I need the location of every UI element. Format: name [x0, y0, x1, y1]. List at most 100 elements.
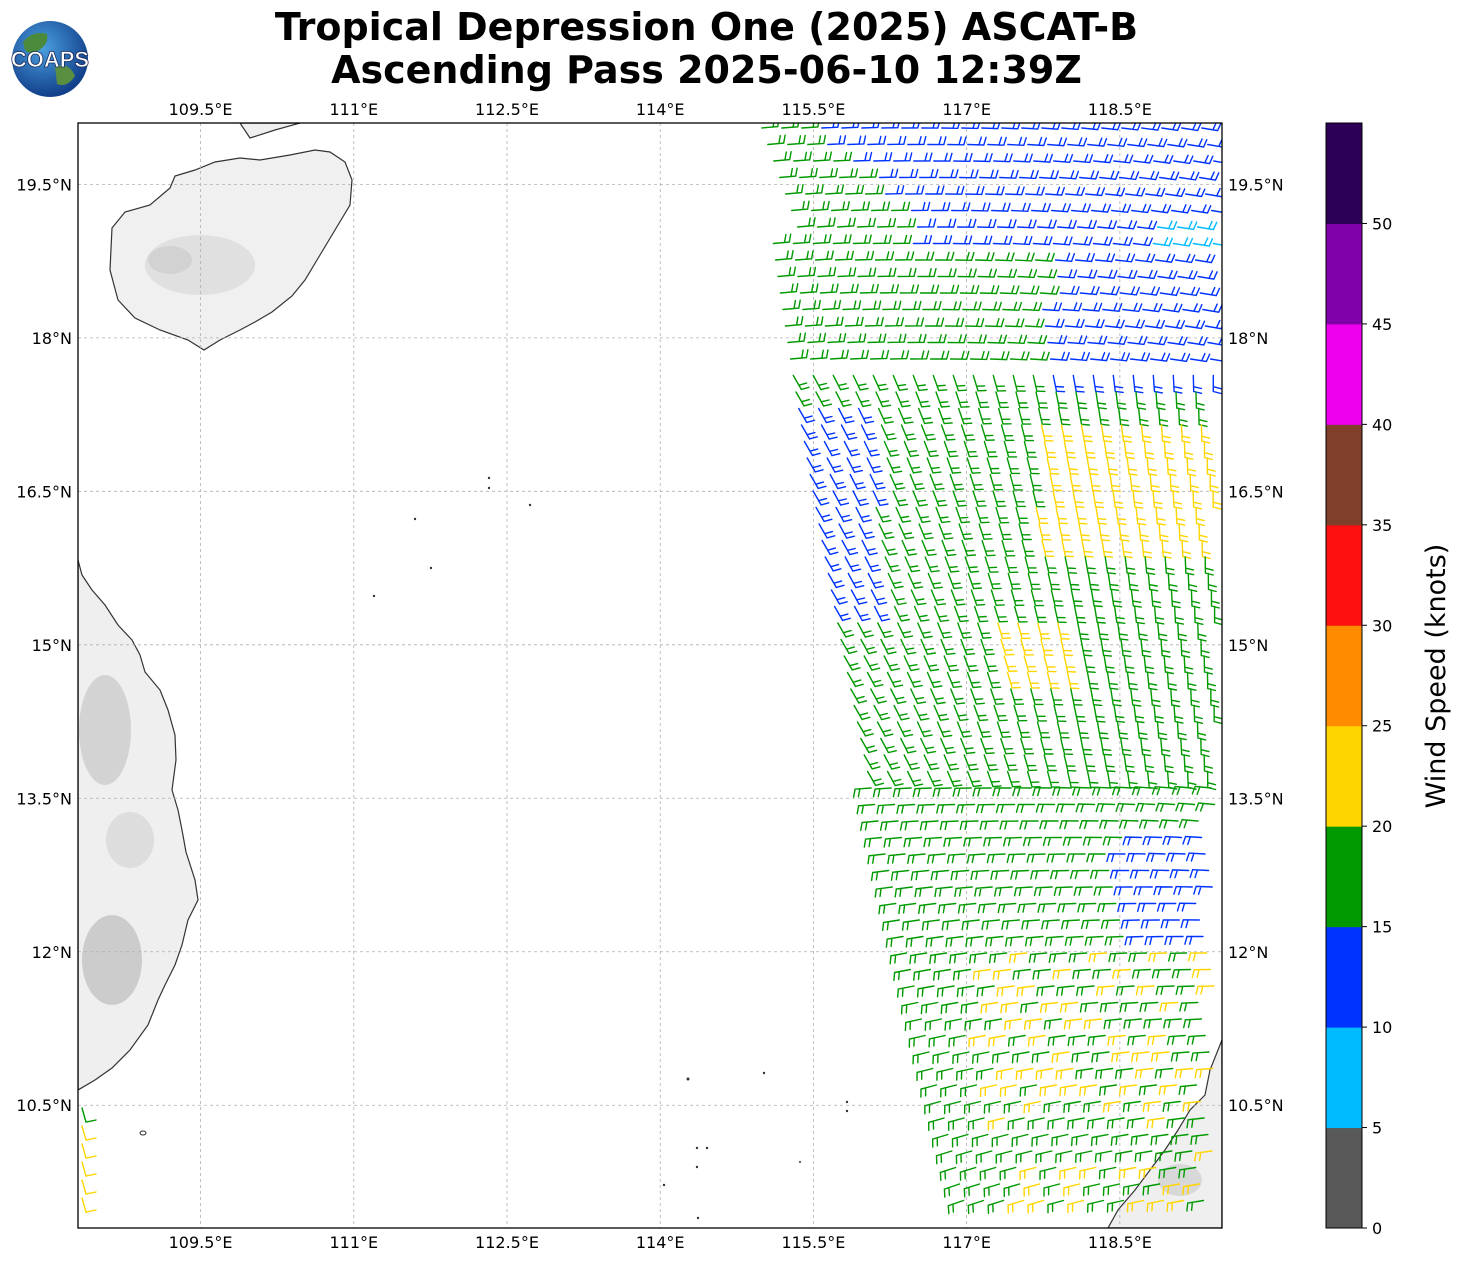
wind-barb-1080: [1007, 1034, 1026, 1047]
lon-label-bottom-0: 109.5°E: [169, 1233, 233, 1252]
wind-barb-23: [767, 134, 786, 146]
wind-barb-808: [1183, 754, 1194, 774]
wind-barb-1137: [983, 1100, 1001, 1114]
wind-barb-1218: [987, 1199, 1005, 1214]
wind-barb-305: [1107, 335, 1128, 345]
wind-barb-431: [1063, 440, 1077, 459]
colorbar-tick-label-5: 25: [1372, 717, 1392, 736]
wind-barb-1077: [948, 1034, 966, 1048]
wind-barb-15: [1061, 123, 1081, 131]
wind-barb-789: [1160, 737, 1171, 757]
wind-barb-190: [994, 252, 1015, 262]
wind-barb-114: [811, 200, 830, 212]
wind-barb-973: [1041, 919, 1060, 930]
wind-barb-1177: [955, 1150, 973, 1165]
wind-barb-530: [978, 523, 993, 540]
wind-barb-1016: [952, 968, 971, 981]
wind-barb-1224: [1106, 1199, 1125, 1213]
wind-barb-673: [1080, 638, 1093, 657]
wind-barb-57: [993, 153, 1013, 163]
wind-barb-762: [976, 721, 992, 738]
wind-barb-1180: [1015, 1150, 1033, 1164]
wind-barb-1060: [904, 1018, 923, 1032]
wind-barb-724: [970, 688, 985, 705]
wind-barb-836: [1012, 787, 1032, 797]
wind-barb-962: [1137, 902, 1157, 912]
wind-barb-418: [803, 440, 821, 457]
wind-barb-298: [967, 334, 987, 344]
wind-barb-657: [1137, 622, 1149, 641]
wind-barb-98: [925, 185, 945, 195]
wind-barb-493: [1052, 490, 1066, 508]
wind-barb-1070: [1103, 1018, 1123, 1030]
wind-barb-1075: [908, 1034, 926, 1048]
wind-barb-529: [958, 523, 974, 540]
wind-barb-582: [827, 572, 845, 589]
colorbar-tick-label-4: 20: [1372, 817, 1392, 836]
wind-barb-603: [850, 589, 868, 605]
wind-barb-996: [1184, 935, 1204, 945]
wind-barb-536: [1098, 523, 1111, 542]
wind-barb-452: [1066, 457, 1079, 475]
wind-barb-194: [1074, 252, 1095, 263]
wind-barb-1013: [893, 968, 911, 982]
wind-barb-913: [1165, 852, 1186, 862]
wind-barb-925: [1069, 869, 1090, 880]
wind-barb-741: [933, 704, 950, 721]
wind-barb-719: [870, 688, 887, 704]
wind-barb-943: [1093, 886, 1113, 896]
wind-barb-987: [1005, 935, 1024, 947]
wind-barb-560: [1181, 539, 1192, 559]
wind-barb-460: [809, 473, 827, 490]
wind-barb-209: [937, 268, 957, 278]
wind-barb-1098: [1071, 1051, 1090, 1063]
wind-barb-141: [916, 218, 937, 228]
wind-barb-93: [825, 184, 844, 195]
wind-barb-887: [983, 836, 1003, 847]
wind-barb-1225: [1126, 1199, 1145, 1213]
wind-barb-332: [1209, 358, 1222, 362]
wind-barb-219: [1137, 269, 1158, 280]
wind-barb-609: [970, 589, 986, 606]
wind-barb-797: [963, 754, 979, 771]
wind-barb-145: [996, 219, 1017, 229]
wind-barb-910: [1106, 853, 1126, 863]
wind-barb-450: [1026, 457, 1040, 475]
wind-barb-1139: [1023, 1100, 1041, 1114]
wind-barb-1160: [1166, 1117, 1185, 1129]
wind-barb-1191: [959, 1166, 977, 1181]
wind-barb-238: [1079, 285, 1100, 296]
wind-barb-1155: [1067, 1117, 1085, 1130]
wind-barb-147: [1036, 219, 1057, 229]
wind-barb-914: [1185, 852, 1206, 862]
wind-barb-6: [881, 123, 900, 129]
wind-barb-1079: [988, 1034, 1006, 1047]
wind-barb-624: [873, 605, 891, 622]
wind-barb-312: [809, 349, 829, 360]
wind-barb-561: [1201, 539, 1211, 560]
wind-barb-212: [997, 268, 1018, 278]
wind-barb-58: [1013, 153, 1033, 163]
wind-barb-772: [1176, 721, 1187, 741]
colorbar-segment-5: [1326, 625, 1362, 727]
wind-barb-471: [1029, 473, 1043, 491]
wind-barb-725: [990, 688, 1005, 705]
map-area: [78, 123, 1222, 1228]
wind-barb-780: [980, 737, 995, 755]
wind-barb-467: [949, 473, 965, 491]
wind-barb-864: [860, 820, 879, 832]
wind-barb-306: [1127, 335, 1148, 346]
wind-barb-84: [1079, 170, 1100, 180]
wind-barb-953: [957, 902, 977, 914]
wind-barb-1097: [1051, 1051, 1070, 1064]
wind-barb-175: [1152, 237, 1173, 247]
wind-barb-1048: [960, 1001, 979, 1014]
wind-barb-882: [883, 836, 903, 848]
wind-barb-1130: [1118, 1084, 1138, 1096]
wind-barb-633: [1053, 605, 1067, 624]
wind-barb-1228: [1186, 1199, 1205, 1212]
wind-barb-1061: [924, 1018, 943, 1031]
wind-barb-477: [1149, 473, 1161, 493]
wind-barb-937: [974, 886, 993, 897]
wind-barb-382: [918, 407, 934, 425]
